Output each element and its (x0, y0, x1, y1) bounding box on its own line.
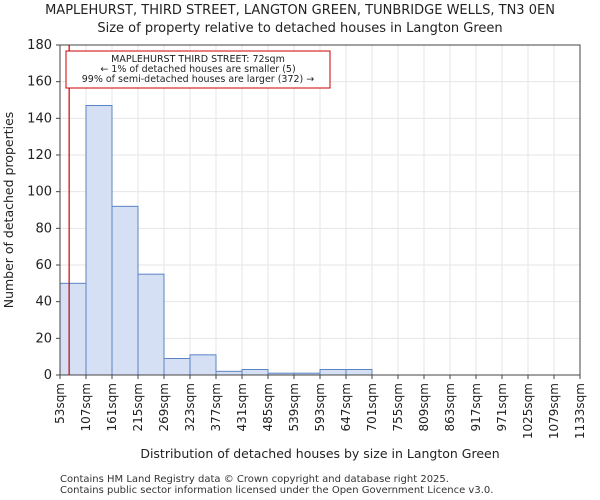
histogram-bar (137, 273, 165, 376)
histogram-bar (111, 205, 139, 376)
y-tick-label: 80 (35, 221, 52, 236)
y-tick-label: 120 (27, 148, 52, 163)
x-tick-label: 917sqm (469, 383, 483, 431)
histogram-bar (189, 354, 217, 376)
x-tick-label: 539sqm (287, 383, 301, 431)
annotation-line-1: MAPLEHURST THIRD STREET: 72sqm (111, 54, 285, 65)
x-tick-label: 701sqm (365, 383, 379, 431)
x-tick-label: 485sqm (261, 383, 275, 431)
x-tick-label: 647sqm (339, 383, 353, 431)
x-tick-label: 593sqm (313, 383, 327, 431)
histogram-bar (319, 369, 347, 376)
annotation-line-2: ← 1% of detached houses are smaller (5) (100, 64, 295, 75)
x-tick-label: 269sqm (157, 383, 171, 431)
x-tick-label: 215sqm (131, 383, 145, 431)
x-tick-label: 161sqm (105, 383, 119, 431)
histogram-bar (345, 369, 373, 376)
x-axis-label: Distribution of detached houses by size … (140, 446, 499, 461)
x-tick-label: 971sqm (495, 383, 509, 431)
histogram-bar (59, 282, 87, 376)
histogram-bar (163, 358, 191, 376)
y-tick-label: 40 (35, 295, 52, 310)
histogram-bar (241, 369, 269, 376)
footer-line-1: Contains HM Land Registry data © Crown c… (60, 474, 449, 485)
x-tick-label: 323sqm (183, 383, 197, 431)
y-tick-label: 160 (27, 75, 52, 90)
x-tick-label: 809sqm (417, 383, 431, 431)
chart-title: MAPLEHURST, THIRD STREET, LANGTON GREEN,… (45, 3, 555, 18)
x-tick-label: 107sqm (79, 383, 93, 431)
x-tick-label: 755sqm (391, 383, 405, 431)
annotation-line-3: 99% of semi-detached houses are larger (… (82, 74, 315, 85)
y-axis-label: Number of detached properties (1, 112, 16, 309)
y-tick-label: 60 (35, 258, 52, 273)
histogram-chart: 0 20 40 60 80 100 120 140 160 180 53sqm 107sqm 161s… (1, 38, 587, 461)
y-tick-label: 140 (27, 111, 52, 126)
histogram-bar (85, 105, 113, 376)
x-tick-label: 431sqm (235, 383, 249, 431)
y-tick-label: 100 (27, 185, 52, 200)
y-tick-label: 20 (35, 331, 52, 346)
x-tick-label: 53sqm (53, 383, 67, 424)
x-tick-label: 377sqm (209, 383, 223, 431)
footer-line-2: Contains public sector information licen… (60, 485, 494, 496)
x-tick-label: 863sqm (443, 383, 457, 431)
annotation-box: MAPLEHURST THIRD STREET: 72sqm ← 1% of d… (65, 50, 331, 89)
y-tick-label: 180 (27, 38, 52, 53)
x-tick-label: 1133sqm (573, 383, 587, 439)
histogram-bar (215, 370, 243, 376)
x-tick-label: 1025sqm (521, 383, 535, 439)
y-tick-label: 0 (44, 368, 52, 383)
chart-subtitle: Size of property relative to detached ho… (97, 21, 503, 36)
x-tick-label: 1079sqm (547, 383, 561, 439)
